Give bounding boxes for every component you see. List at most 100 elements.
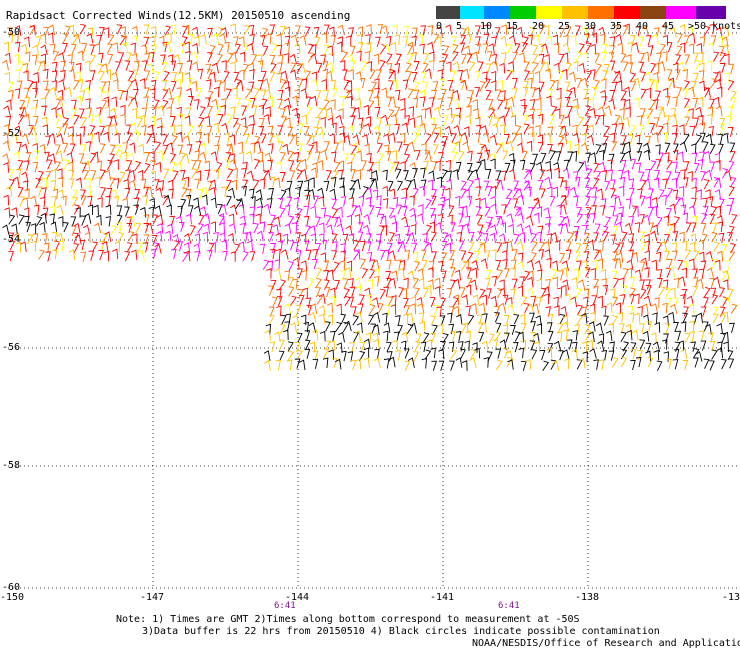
wind-barb [719,306,726,317]
wind-barb [630,80,637,92]
wind-barb [637,349,644,360]
wind-barb [397,180,403,191]
wind-barb [411,242,418,253]
wind-barb [231,179,238,191]
wind-barb [93,131,100,143]
wind-barb [89,152,97,163]
wind-barb [329,287,336,299]
wind-barb [384,249,390,260]
wind-barb [380,288,386,300]
wind-barb [639,214,645,225]
wind-barb [244,133,250,145]
wind-barb [537,225,544,236]
wind-barb [277,62,283,73]
wind-barb [613,24,620,35]
wind-barb [412,277,420,288]
wind-barb [217,114,224,125]
wind-barb [179,42,186,54]
wind-barb [300,158,307,170]
wind-barb [128,230,135,242]
wind-barb [112,42,119,53]
wind-barb [176,124,183,135]
wind-barb [381,224,388,236]
wind-barb [359,77,366,89]
wind-barb [101,232,109,243]
wind-barb [327,314,334,325]
wind-barb [355,286,362,297]
wind-barb [585,152,591,163]
wind-barb [572,330,578,341]
wind-barb [709,143,716,155]
wind-barb [452,89,460,101]
wind-barb [651,33,659,45]
wind-barb [612,251,618,262]
wind-barb [693,72,699,83]
wind-barb [536,278,542,290]
wind-barb [245,231,253,242]
wind-barb [400,132,406,144]
wind-barb [630,35,636,46]
wind-barb [618,206,624,218]
wind-barb [625,106,631,118]
wind-barb [279,207,286,218]
wind-barb [584,232,590,243]
wind-barb [41,177,48,188]
wind-barb [422,233,428,244]
legend-swatch-10 [484,6,510,19]
wind-barb [554,305,560,316]
wind-barb [410,303,417,314]
wind-barb [98,52,104,64]
wind-barb [164,87,173,99]
wind-barb [95,176,101,188]
wind-barb [358,123,365,135]
wind-barb [601,78,607,90]
wind-barb [688,258,695,270]
wind-barb [177,205,183,216]
wind-barb [560,306,568,317]
wind-barb [257,60,264,71]
wind-barb [420,25,427,36]
wind-barb [204,160,211,172]
wind-barb [539,350,546,361]
wind-barb [288,261,295,272]
wind-barb [688,108,694,119]
wind-barb [78,153,85,164]
wind-barb [126,132,133,143]
wind-barb [274,259,281,270]
wind-barb [727,232,733,243]
wind-barb [346,161,353,173]
wind-barb [329,26,335,38]
wind-barb [564,97,571,108]
wind-barb [269,54,276,65]
wind-barb [329,188,337,200]
wind-barb [356,322,363,334]
wind-barb [143,36,150,47]
wind-barb [521,42,528,53]
wind-barb [82,224,91,236]
wind-barb [369,268,376,280]
wind-barb [585,207,592,218]
wind-barb [335,216,343,227]
wind-barb [284,86,291,98]
wind-barb [502,294,509,305]
wind-barb [299,34,307,46]
wind-barb [727,288,734,299]
wind-barb [111,189,117,200]
wind-barb [87,27,94,38]
wind-barb [309,225,317,236]
wind-barb [452,169,459,180]
wind-barb [522,150,528,161]
wind-barb [294,43,301,55]
wind-barb [364,287,372,299]
wind-barb [368,161,375,172]
wind-barb [537,180,544,191]
wind-barb [556,97,562,109]
wind-barb [559,27,565,38]
wind-barb [143,234,150,245]
wind-barb [132,25,139,37]
wind-barb [11,207,18,218]
wind-barb [545,306,551,317]
wind-barb [268,306,275,317]
wind-barb [142,195,149,206]
